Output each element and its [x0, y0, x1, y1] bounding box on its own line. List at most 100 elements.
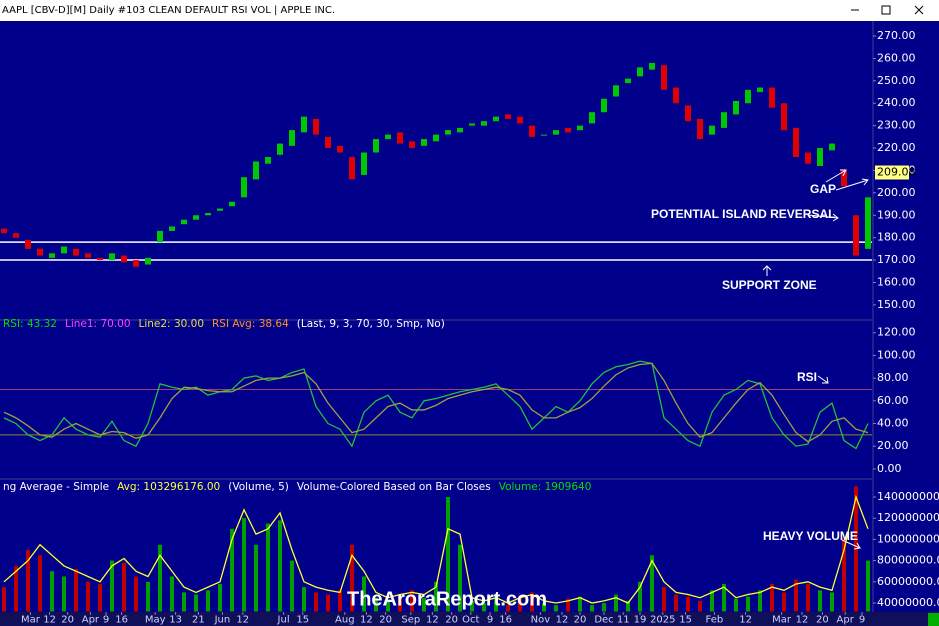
candle-body	[553, 130, 559, 135]
x-tick-label: 16	[115, 615, 128, 626]
title-bar	[0, 0, 939, 21]
volume-bar	[86, 581, 90, 612]
volume-average-line	[3, 494, 869, 604]
x-tick-label: 9	[103, 615, 109, 626]
volume-bar	[782, 592, 786, 612]
candle-body	[85, 253, 91, 258]
candle-body	[37, 248, 43, 256]
x-tick-label: 20	[61, 615, 74, 626]
y-tick-label: 40.00	[877, 417, 909, 430]
y-tick-label: 60.00	[877, 394, 909, 407]
candle-body	[433, 134, 439, 142]
annotation: RSI	[797, 370, 817, 384]
x-tick-label: Dec	[594, 615, 613, 626]
candle-body	[865, 197, 871, 249]
x-tick-label: Oct	[462, 615, 479, 626]
x-tick-label: Apr	[82, 615, 100, 626]
volume-bar	[590, 605, 594, 612]
volume-bar	[446, 497, 450, 612]
y-tick-label: 120000000.00	[877, 511, 939, 524]
x-tick-label: 12	[426, 615, 439, 626]
candle-body	[421, 139, 427, 146]
rsi-line	[3, 362, 869, 443]
volume-bar	[614, 594, 618, 612]
candle-body	[445, 130, 451, 135]
volume-bar	[206, 590, 210, 612]
candle-body	[49, 253, 55, 258]
x-tick-label: Apr	[837, 615, 855, 626]
candle-body	[829, 143, 835, 151]
last-price-box	[875, 165, 909, 180]
volume-bar	[806, 583, 810, 612]
candle-body	[193, 215, 199, 220]
candle-body	[613, 85, 619, 97]
candle-body	[853, 215, 859, 256]
volume-bar	[50, 571, 54, 612]
volume-bar	[182, 592, 186, 612]
volume-bar	[434, 581, 438, 612]
volume-bar	[398, 596, 402, 612]
panel-header: (Last, 9, 3, 70, 30, Smp, No)	[297, 318, 445, 330]
y-tick-label: 250.00	[877, 74, 916, 87]
panel-header: Line1: 70.00	[65, 318, 131, 330]
candle-body	[61, 246, 67, 254]
arrow	[807, 213, 839, 222]
x-tick-label: 13	[169, 615, 182, 626]
volume-bar	[866, 560, 870, 612]
volume-bar	[686, 596, 690, 612]
x-tick-label: 12	[236, 615, 249, 626]
candle-body	[133, 260, 139, 267]
x-tick-label: May	[145, 615, 166, 626]
volume-bar	[134, 576, 138, 612]
volume-bar	[14, 565, 18, 612]
candle-body	[505, 114, 511, 119]
volume-bar	[698, 600, 702, 612]
volume-bar	[110, 560, 114, 612]
window-title: AAPL [CBV-D][M] Daily #103 CLEAN DEFAULT…	[2, 5, 335, 16]
candle-body	[517, 116, 523, 124]
x-tick-label: Jun	[214, 615, 231, 626]
x-tick-label: 9	[487, 615, 493, 626]
annotation: POTENTIAL ISLAND REVERSAL	[651, 207, 835, 221]
volume-bar	[494, 598, 498, 612]
y-tick-label: 140000000.00	[877, 490, 939, 503]
candle-body	[205, 213, 211, 216]
x-tick-label: Feb	[706, 615, 724, 626]
candle-body	[637, 67, 643, 77]
volume-bar	[530, 592, 534, 612]
close-button[interactable]	[914, 5, 924, 15]
maximize-button[interactable]	[881, 5, 891, 15]
volume-bar	[314, 592, 318, 612]
y-tick-label: 80.00	[877, 371, 909, 384]
volume-bar	[338, 590, 342, 612]
volume-bar	[230, 528, 234, 612]
volume-bar	[722, 583, 726, 612]
candle-body	[265, 157, 271, 164]
annotation: GAP	[810, 182, 836, 196]
volume-bar	[74, 569, 78, 612]
x-tick-label: Aug	[335, 615, 355, 626]
x-tick-label: 12	[556, 615, 569, 626]
arrow	[817, 375, 829, 384]
candle-body	[625, 78, 631, 84]
volume-bar	[662, 587, 666, 612]
y-tick-label: 180.00	[877, 231, 916, 244]
x-tick-label: Sep	[401, 615, 420, 626]
candle-body	[277, 143, 283, 155]
volume-bar	[758, 590, 762, 612]
candle-body	[757, 87, 763, 93]
watermark: TheAroraReport.com	[347, 588, 547, 610]
volume-bar	[674, 594, 678, 612]
volume-bar	[386, 600, 390, 612]
panel-header: Volume: 1909640	[499, 481, 592, 493]
scroll-indicator	[928, 613, 939, 626]
candle-body	[109, 253, 115, 261]
volume-bar	[290, 560, 294, 612]
candle-body	[601, 98, 607, 113]
volume-bar	[458, 544, 462, 612]
candle-body	[157, 230, 163, 243]
y-tick-label: 240.00	[877, 96, 916, 109]
volume-bar	[98, 583, 102, 612]
x-tick-label: 20	[445, 615, 458, 626]
